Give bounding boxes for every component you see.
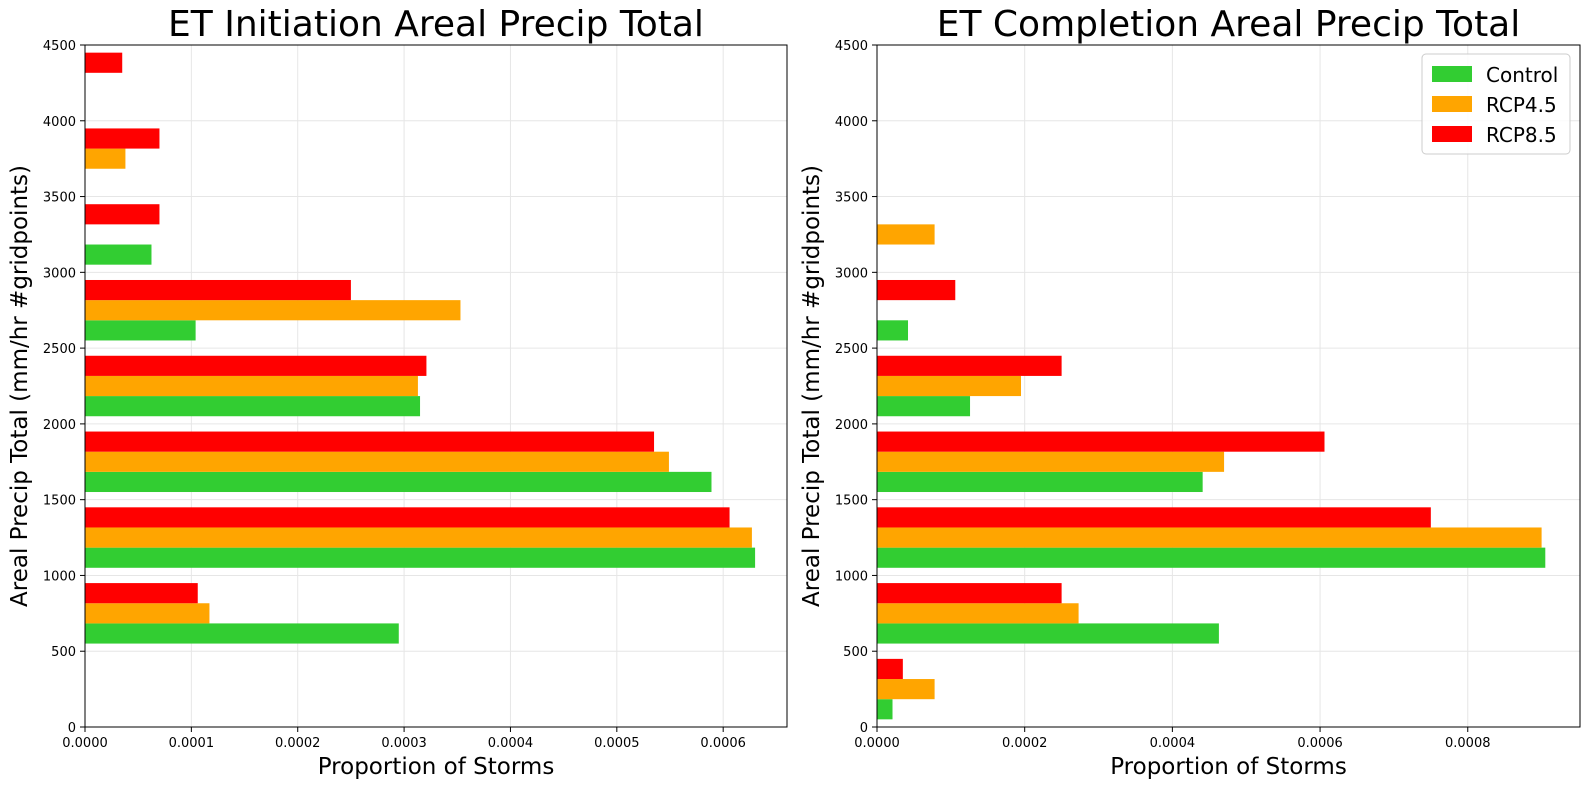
y-tick-label: 1000 — [835, 569, 868, 584]
y-tick-label: 3000 — [43, 266, 76, 281]
bar-control-750 — [877, 623, 1219, 644]
axes-frame — [876, 44, 1581, 728]
y-tick-label: 0 — [860, 721, 868, 736]
y-tick-label: 2000 — [43, 418, 76, 433]
bar-control-3250 — [85, 244, 152, 265]
y-tick-label: 4500 — [835, 39, 868, 54]
y-tick-label: 4000 — [43, 115, 76, 130]
bar-rcp85-1250 — [877, 507, 1431, 528]
bar-rcp85-750 — [877, 583, 1062, 604]
x-tick-label: 0.0008 — [1445, 736, 1491, 751]
bar-rcp45-3750 — [85, 148, 126, 169]
legend-swatch — [1432, 66, 1472, 82]
x-tick-label: 0.0006 — [700, 736, 746, 751]
chart-title: ET Initiation Areal Precip Total — [168, 4, 704, 45]
legend-swatch — [1432, 126, 1472, 142]
bar-rcp85-2250 — [85, 355, 427, 376]
bar-rcp45-750 — [85, 603, 210, 624]
x-tick-label: 0.0003 — [381, 736, 427, 751]
bar-control-1750 — [85, 471, 712, 493]
bar-rcp85-4250 — [85, 52, 123, 73]
y-tick-label: 4500 — [43, 39, 76, 54]
bar-rcp85-1750 — [877, 431, 1325, 452]
y-tick-label: 3500 — [835, 191, 868, 206]
bar-rcp45-1750 — [877, 451, 1225, 472]
x-tick-label: 0.0005 — [594, 736, 640, 751]
y-tick-label: 2500 — [43, 342, 76, 357]
bar-rcp45-1250 — [85, 527, 752, 548]
y-tick-label: 3500 — [43, 191, 76, 206]
y-tick-label: 2500 — [835, 342, 868, 357]
bar-rcp85-3250 — [85, 204, 160, 225]
bar-rcp85-2750 — [877, 279, 956, 301]
bar-rcp45-1750 — [85, 451, 669, 472]
bar-control-750 — [85, 623, 399, 644]
x-tick-label: 0.0004 — [488, 736, 534, 751]
x-tick-label: 0.0001 — [169, 736, 215, 751]
bar-rcp45-1250 — [877, 527, 1542, 548]
x-tick-label: 0.0000 — [854, 736, 900, 751]
bar-control-1250 — [85, 547, 756, 568]
bar-rcp45-2250 — [877, 375, 1021, 397]
bar-rcp45-750 — [877, 603, 1079, 624]
legend-label: RCP8.5 — [1486, 123, 1557, 147]
legend-label: RCP4.5 — [1486, 93, 1557, 117]
bar-control-2250 — [877, 396, 971, 417]
x-tick-label: 0.0000 — [62, 736, 108, 751]
bar-rcp85-2250 — [877, 355, 1062, 376]
legend: Control RCP4.5 RCP8.5 — [1421, 53, 1571, 155]
chart-panel-1: 0.0000 0.0001 0.0002 0.0003 0.0004 0.0005 0.00… — [7, 4, 788, 780]
bar-control-2750 — [877, 320, 909, 341]
bar-control-250 — [877, 699, 893, 720]
x-axis-label: Proportion of Storms — [1110, 754, 1347, 780]
bar-rcp45-3250 — [877, 224, 935, 245]
bar-control-2250 — [85, 396, 421, 417]
y-axis-label: Areal Precip Total (mm/hr #gridpoints) — [799, 165, 825, 607]
bar-rcp85-3750 — [85, 128, 160, 149]
y-tick-label: 4000 — [835, 115, 868, 130]
bar-control-1750 — [877, 471, 1203, 493]
x-tick-label: 0.0002 — [275, 736, 321, 751]
bar-rcp85-1250 — [85, 507, 730, 528]
x-tick-label: 0.0006 — [1297, 736, 1343, 751]
y-tick-label: 500 — [843, 645, 868, 660]
bar-rcp85-2750 — [85, 279, 351, 301]
bar-rcp45-2750 — [85, 300, 461, 321]
y-tick-label: 1500 — [43, 494, 76, 509]
bar-control-2750 — [85, 320, 196, 341]
y-tick-label: 1500 — [835, 494, 868, 509]
bar-control-1250 — [877, 547, 1546, 568]
bar-rcp45-250 — [877, 679, 935, 700]
x-tick-label: 0.0004 — [1150, 736, 1196, 751]
y-axis-label: Areal Precip Total (mm/hr #gridpoints) — [7, 165, 33, 607]
y-tick-label: 0 — [68, 721, 76, 736]
y-tick-label: 500 — [51, 645, 76, 660]
y-tick-label: 1000 — [43, 569, 76, 584]
legend-swatch — [1432, 96, 1472, 112]
x-axis-label: Proportion of Storms — [318, 754, 555, 780]
legend-label: Control — [1486, 63, 1558, 87]
x-tick-label: 0.0002 — [1002, 736, 1048, 751]
bar-rcp85-750 — [85, 583, 198, 604]
axes-frame — [84, 44, 788, 728]
chart-title: ET Completion Areal Precip Total — [937, 4, 1521, 45]
chart-panel-2: 0.0000 0.0002 0.0004 0.0006 0.0008 0 500 1000 15… — [799, 4, 1581, 780]
y-tick-label: 3000 — [835, 266, 868, 281]
y-tick-label: 2000 — [835, 418, 868, 433]
bar-rcp85-250 — [877, 658, 903, 680]
bar-rcp85-1750 — [85, 431, 655, 452]
bar-rcp45-2250 — [85, 375, 418, 397]
